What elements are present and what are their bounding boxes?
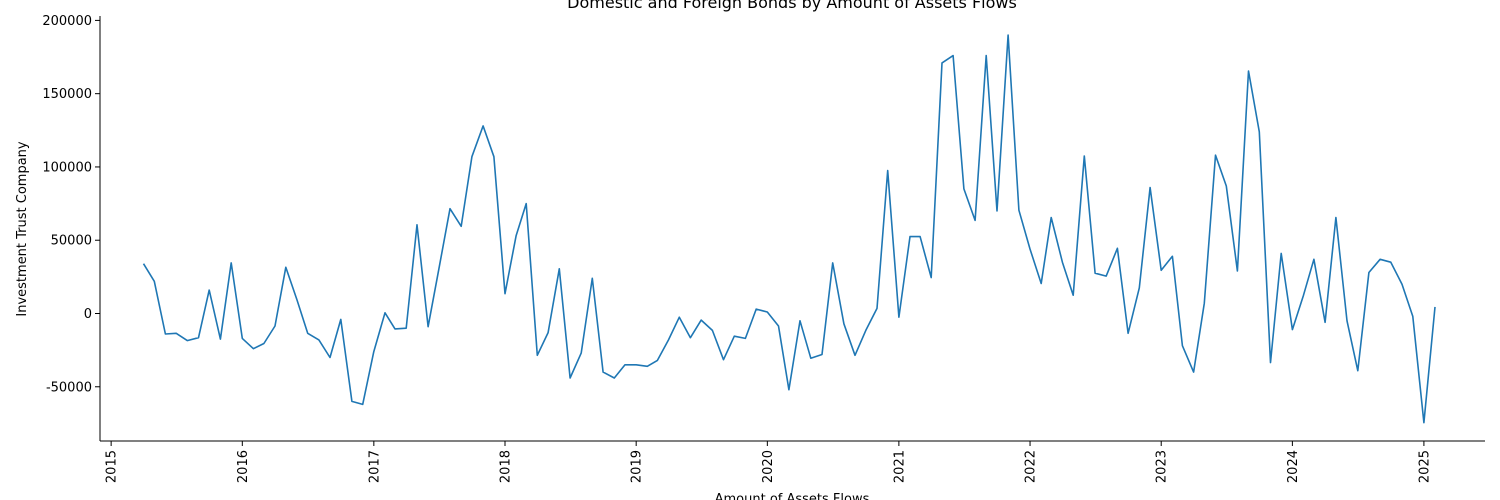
y-tick-label: 50000	[51, 234, 92, 249]
series-line	[142, 34, 1436, 424]
y-tick-label: -50000	[46, 380, 92, 395]
chart-title: Domestic and Foreign Bonds by Amount of …	[567, 0, 1017, 12]
x-tick-label: 2023	[1155, 450, 1170, 483]
x-tick-label: 2017	[367, 450, 382, 483]
y-tick-label: 0	[84, 307, 92, 322]
y-tick-label: 150000	[42, 87, 92, 102]
x-axis-label: Amount of Assets Flows	[715, 492, 870, 500]
x-tick-label: 2015	[105, 450, 120, 483]
x-tick-label: 2021	[892, 450, 907, 483]
x-tick-label: 2019	[630, 450, 645, 483]
y-tick-label: 200000	[42, 14, 92, 29]
x-tick-label: 2022	[1024, 450, 1039, 483]
x-tick-label: 2025	[1417, 450, 1432, 483]
y-tick-label: 100000	[42, 160, 92, 175]
x-tick-label: 2016	[236, 450, 251, 483]
x-tick-label: 2024	[1286, 450, 1301, 483]
x-tick-label: 2020	[761, 450, 776, 483]
x-tick-label: 2018	[499, 450, 514, 483]
axis-ticks: -50000 0 50000 100000 150000 200000 2015 2016 20…	[42, 14, 1432, 483]
y-axis-label: Investment Trust Company	[15, 141, 30, 317]
